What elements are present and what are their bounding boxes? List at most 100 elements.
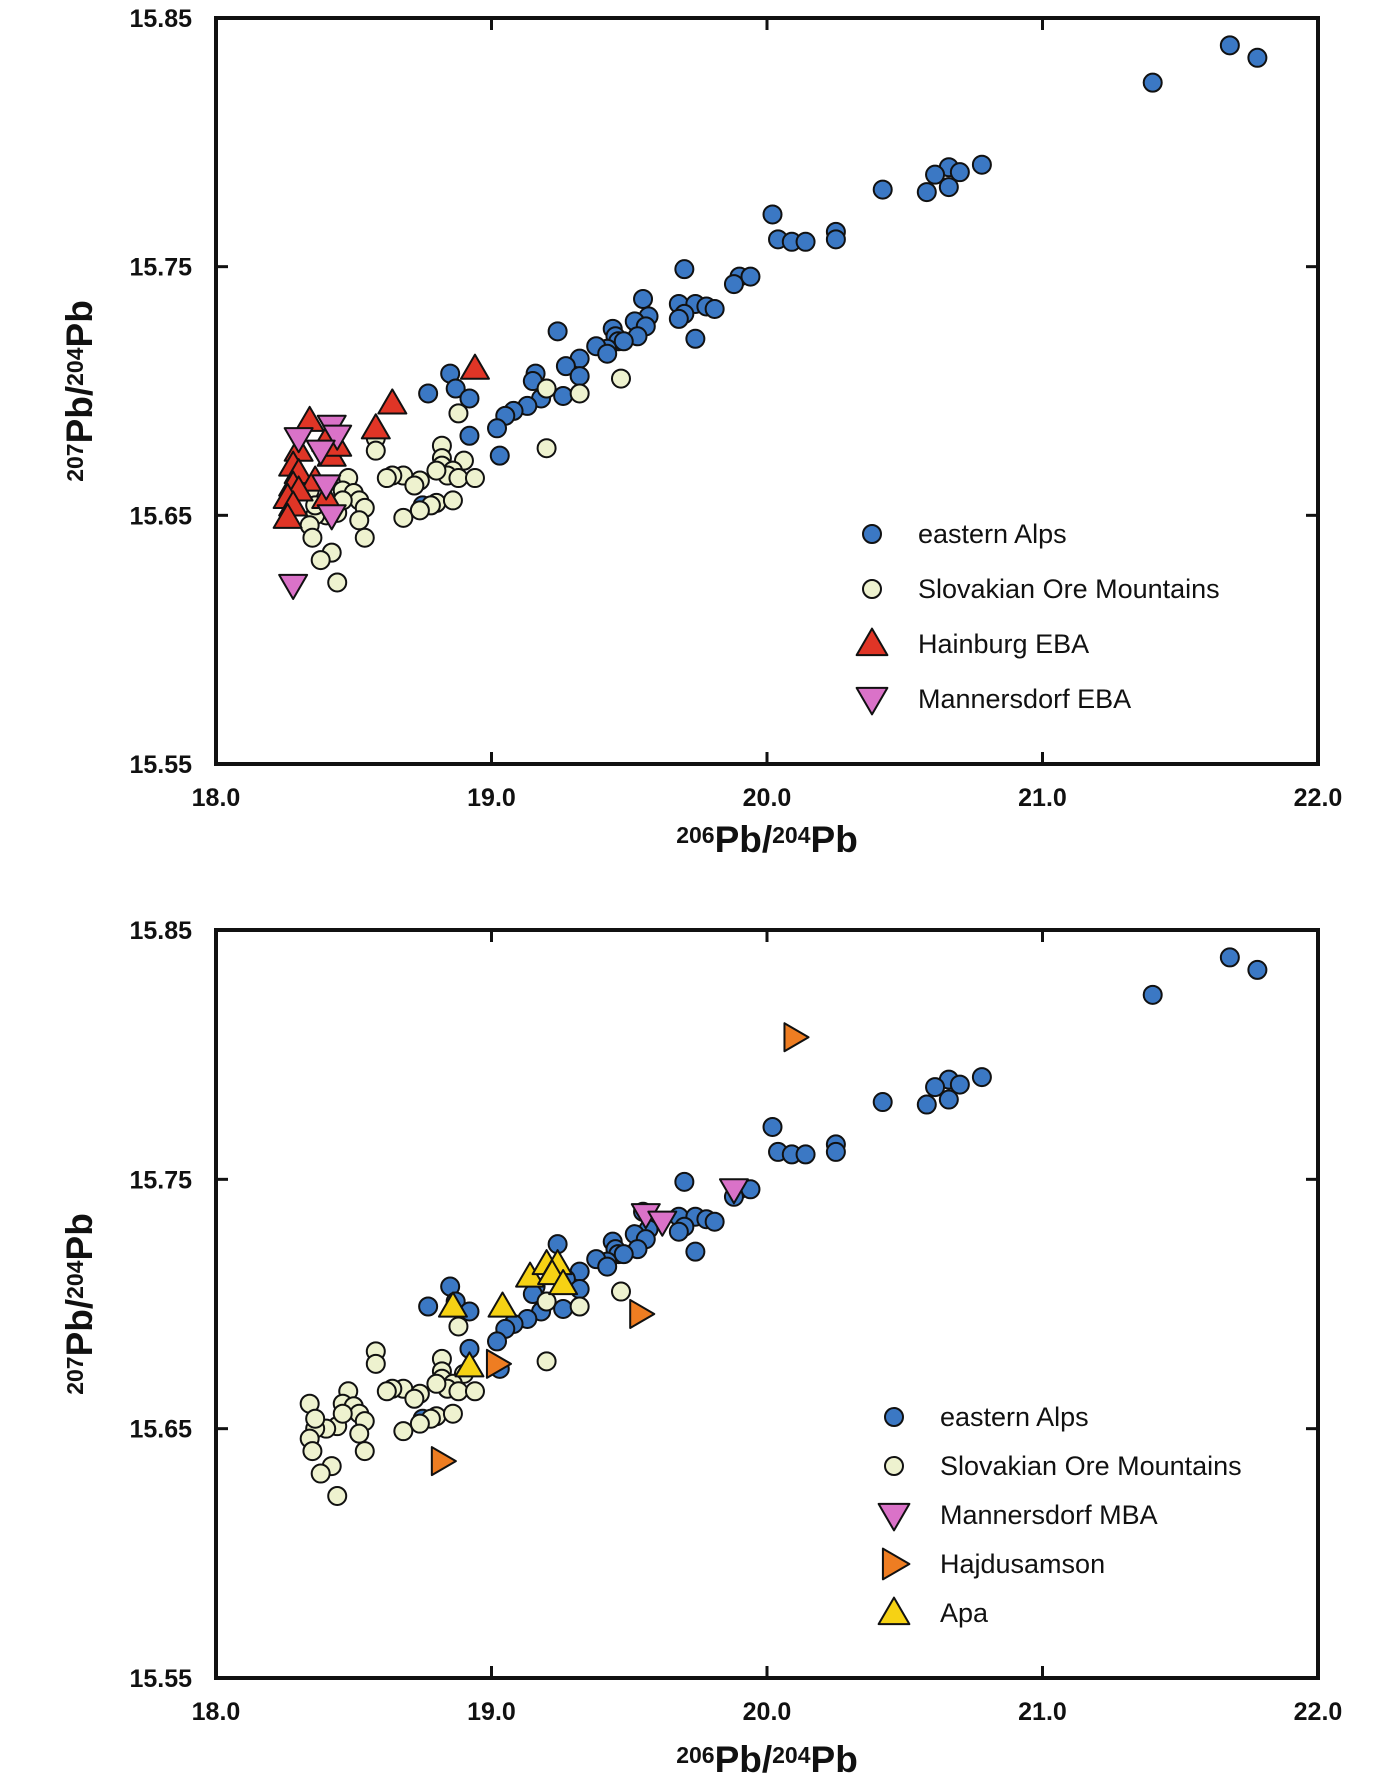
data-point-eastern-alps <box>1247 47 1268 68</box>
data-point-slovakian-ore-mountains <box>569 383 590 404</box>
data-point-slovakian-ore-mountains <box>310 550 331 571</box>
data-point-slovakian-ore-mountains <box>610 368 631 389</box>
legend-marker-mannersdorf-mba <box>877 1502 911 1532</box>
legend-label: eastern Alps <box>918 519 1067 549</box>
data-point-slovakian-ore-mountains <box>464 1381 485 1402</box>
data-point-slovakian-ore-mountains <box>332 1403 353 1424</box>
series-mannersdorf-eba <box>278 414 353 600</box>
data-point-slovakian-ore-mountains <box>365 1353 386 1374</box>
data-point-mannersdorf-eba <box>311 474 342 501</box>
data-point-eastern-alps <box>795 231 816 252</box>
data-point-eastern-alps <box>762 1116 783 1137</box>
data-point-slovakian-ore-mountains <box>569 1296 590 1317</box>
data-point-mannersdorf-eba <box>316 504 347 531</box>
legend-marker-apa <box>877 1596 911 1626</box>
data-point-hainburg-eba <box>360 413 391 440</box>
data-point-slovakian-ore-mountains <box>349 1423 370 1444</box>
data-point-eastern-alps <box>487 418 508 439</box>
data-point-eastern-alps <box>1142 72 1163 93</box>
y-tick-label: 15.55 <box>129 1665 192 1693</box>
data-point-eastern-alps <box>1219 35 1240 56</box>
legend-label: Mannersdorf EBA <box>918 684 1131 714</box>
data-point-slovakian-ore-mountains <box>327 572 348 593</box>
y-axis-title: 207Pb/204Pb <box>59 1213 100 1395</box>
x-tick-label: 18.0 <box>192 1698 241 1726</box>
data-point-eastern-alps <box>418 383 439 404</box>
data-point-eastern-alps <box>489 445 510 466</box>
legend-marker-hainburg-eba <box>855 627 889 657</box>
y-tick-label: 15.75 <box>129 1166 192 1194</box>
data-point-eastern-alps <box>971 1067 992 1088</box>
chart-panel-1: 18.0 19.0 20.0 21.0 22.0 15.55 15.65 15.75 15.85… <box>59 5 1342 860</box>
data-point-eastern-alps <box>949 162 970 183</box>
legend-label: Slovakian Ore Mountains <box>918 574 1220 604</box>
legend-label: Slovakian Ore Mountains <box>940 1451 1242 1481</box>
data-point-slovakian-ore-mountains <box>376 1381 397 1402</box>
data-point-eastern-alps <box>916 1094 937 1115</box>
y-tick-label: 15.55 <box>129 751 192 779</box>
data-point-eastern-alps <box>569 366 590 387</box>
data-point-hajdusamson <box>430 1446 457 1477</box>
data-point-eastern-alps <box>872 179 893 200</box>
data-point-slovakian-ore-mountains <box>426 460 447 481</box>
data-point-slovakian-ore-mountains <box>610 1281 631 1302</box>
data-point-slovakian-ore-mountains <box>536 1291 557 1312</box>
legend-label: Hajdusamson <box>940 1549 1105 1579</box>
data-point-slovakian-ore-mountains <box>305 1408 326 1429</box>
data-point-eastern-alps <box>704 1211 725 1232</box>
x-tick-label: 19.0 <box>467 1698 516 1726</box>
data-point-slovakian-ore-mountains <box>536 1351 557 1372</box>
series-slovakian-ore-mountains <box>299 1281 631 1506</box>
data-point-apa <box>548 1269 579 1296</box>
data-point-hainburg-eba <box>272 502 303 529</box>
data-point-eastern-alps <box>445 378 466 399</box>
data-point-slovakian-ore-mountains <box>536 438 557 459</box>
data-point-eastern-alps <box>1247 959 1268 980</box>
data-point-eastern-alps <box>825 1141 846 1162</box>
x-tick-label: 18.0 <box>192 784 241 812</box>
x-tick-label: 20.0 <box>743 1698 792 1726</box>
series-apa <box>437 1249 579 1378</box>
data-point-slovakian-ore-mountains <box>464 468 485 489</box>
data-point-slovakian-ore-mountains <box>536 378 557 399</box>
data-point-slovakian-ore-mountains <box>354 527 375 548</box>
data-point-slovakian-ore-mountains <box>448 1316 469 1337</box>
data-point-slovakian-ore-mountains <box>448 403 469 424</box>
x-tick-label: 20.0 <box>743 784 792 812</box>
data-point-eastern-alps <box>723 274 744 295</box>
y-tick-label: 15.75 <box>129 254 192 282</box>
x-tick-label: 19.0 <box>467 784 516 812</box>
data-point-slovakian-ore-mountains <box>409 500 430 521</box>
data-point-hajdusamson <box>485 1348 513 1379</box>
data-point-eastern-alps <box>674 259 695 280</box>
data-point-eastern-alps <box>916 182 937 203</box>
data-point-eastern-alps <box>597 1256 618 1277</box>
data-point-eastern-alps <box>674 1171 695 1192</box>
data-point-slovakian-ore-mountains <box>354 1441 375 1462</box>
x-tick-label: 21.0 <box>1018 784 1067 812</box>
data-point-slovakian-ore-mountains <box>365 440 386 461</box>
data-point-apa <box>454 1351 485 1378</box>
data-point-mannersdorf-eba <box>305 439 336 466</box>
data-point-apa <box>437 1291 468 1318</box>
data-point-slovakian-ore-mountains <box>393 507 414 528</box>
data-point-eastern-alps <box>925 164 946 185</box>
data-point-slovakian-ore-mountains <box>349 510 370 531</box>
data-point-hainburg-eba <box>459 353 490 380</box>
legend-label: eastern Alps <box>940 1402 1089 1432</box>
legend-label: Hainburg EBA <box>918 629 1089 659</box>
data-point-slovakian-ore-mountains <box>442 1403 463 1424</box>
data-point-eastern-alps <box>925 1077 946 1098</box>
data-point-eastern-alps <box>459 425 480 446</box>
legend-marker-hajdusamson <box>881 1547 911 1581</box>
x-tick-label: 21.0 <box>1018 1698 1067 1726</box>
data-point-slovakian-ore-mountains <box>426 1373 447 1394</box>
legend: eastern Alps Slovakian Ore Mountains Hainb… <box>855 519 1220 716</box>
data-point-mannersdorf-eba <box>283 427 314 454</box>
data-point-hajdusamson <box>783 1022 810 1053</box>
data-point-slovakian-ore-mountains <box>302 527 323 548</box>
data-point-slovakian-ore-mountains <box>310 1463 331 1484</box>
data-point-eastern-alps <box>459 388 480 409</box>
data-point-eastern-alps <box>971 154 992 175</box>
legend-marker-slovakian-ore-mountains <box>884 1456 904 1476</box>
